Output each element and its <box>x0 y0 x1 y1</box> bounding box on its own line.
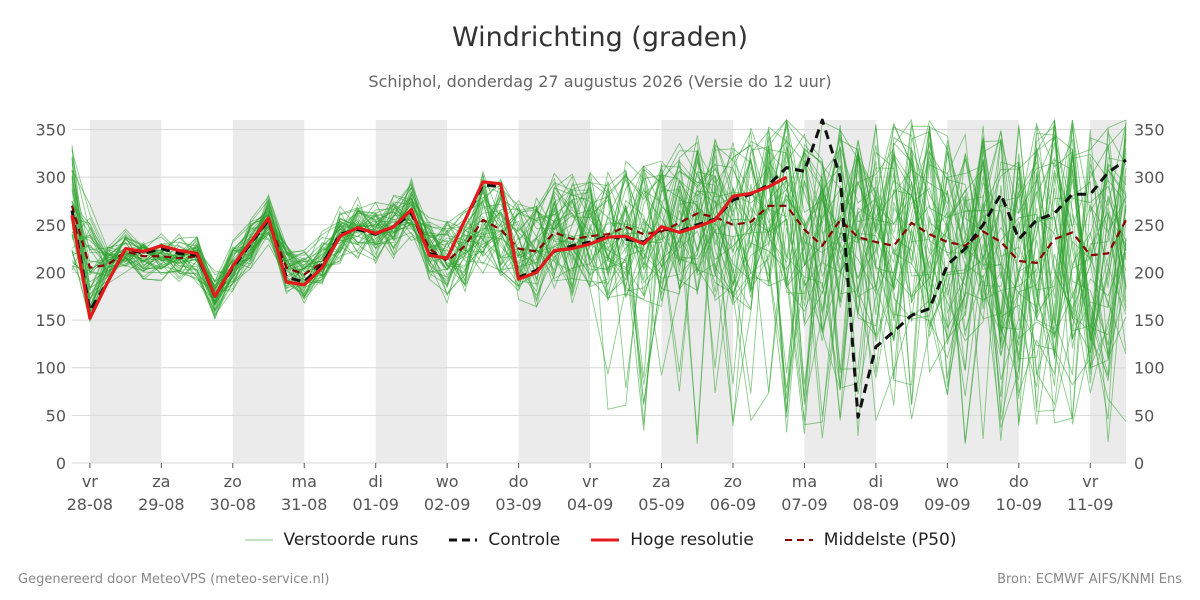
x-tick-dow: za <box>152 472 170 491</box>
y-tick-label-right: 300 <box>1134 168 1165 187</box>
x-tick-dow: do <box>1009 472 1029 491</box>
legend-label-control: Controle <box>488 530 561 550</box>
x-tick-date: 01-09 <box>352 495 399 514</box>
y-tick-label-left: 200 <box>35 263 66 282</box>
y-tick-label-right: 100 <box>1134 359 1165 378</box>
x-tick-dow: zo <box>724 472 742 491</box>
chart-title: Windrichting (graden) <box>451 22 749 53</box>
x-tick-date: 07-09 <box>781 495 828 514</box>
legend-item-high-res: Hoge resolutie <box>590 530 754 550</box>
legend-item-control: Controle <box>448 530 560 550</box>
y-tick-label-right: 250 <box>1134 216 1165 235</box>
x-tick-date: 31-08 <box>281 495 328 514</box>
x-tick-dow: do <box>509 472 529 491</box>
y-tick-label-left: 0 <box>56 454 66 473</box>
perturbed-run-line <box>71 119 1127 394</box>
shaded-band-2 <box>375 120 448 463</box>
footer-source: Bron: ECMWF AIFS/KNMI Ens <box>997 572 1182 587</box>
legend-item-perturbed: Verstoorde runs <box>244 530 419 550</box>
legend: Verstoorde runs Controle Hoge resolutie … <box>0 530 1200 550</box>
legend-swatch-median <box>784 539 813 541</box>
perturbed-run-line <box>71 119 1127 399</box>
perturbed-run-line <box>71 118 1127 417</box>
y-tick-label-right: 350 <box>1134 121 1165 140</box>
x-tick-date: 05-09 <box>638 495 685 514</box>
x-tick-date: 03-09 <box>495 495 542 514</box>
x-tick-dow: za <box>652 472 670 491</box>
perturbed-run-line <box>71 118 1127 389</box>
perturbed-run-line <box>71 123 1127 370</box>
x-axis: vr 28-08 za 29-08 zo 30-08 ma 31-08 di 01-09 wo 02-… <box>67 463 1114 514</box>
y-tick-label-left: 50 <box>46 406 66 425</box>
legend-label-perturbed: Verstoorde runs <box>283 530 419 550</box>
footer-generator: Gegenereerd door MeteoVPS (meteo-service… <box>18 572 330 587</box>
x-tick-dow: ma <box>792 472 817 491</box>
left-y-axis: 0 50 100 150 200 250 300 350 <box>35 121 66 473</box>
legend-swatch-control <box>449 538 478 542</box>
x-tick-dow: vr <box>1082 472 1098 491</box>
y-tick-label-right: 0 <box>1134 454 1144 473</box>
y-tick-label-right: 150 <box>1134 311 1165 330</box>
x-tick-dow: ma <box>292 472 317 491</box>
x-tick-dow: di <box>869 472 884 491</box>
x-tick-date: 11-09 <box>1067 495 1114 514</box>
series-line-hoge-resolutie <box>70 175 788 320</box>
y-tick-label-left: 250 <box>35 216 66 235</box>
perturbed-run-line <box>71 126 1127 412</box>
perturbed-run-line <box>71 120 1127 441</box>
y-tick-label-right: 50 <box>1134 406 1154 425</box>
x-tick-dow: vr <box>82 472 98 491</box>
chart-subtitle: Schiphol, donderdag 27 augustus 2026 (Ve… <box>368 72 832 91</box>
x-tick-dow: wo <box>436 472 459 491</box>
x-tick-date: 08-09 <box>853 495 900 514</box>
perturbed-run-line <box>71 123 1127 406</box>
x-tick-date: 06-09 <box>710 495 757 514</box>
x-tick-date: 09-09 <box>924 495 971 514</box>
perturbed-run-line <box>71 125 1127 439</box>
legend-label-median: Middelste (P50) <box>823 530 957 550</box>
x-tick-dow: zo <box>224 472 242 491</box>
x-tick-dow: di <box>368 472 383 491</box>
main-series <box>70 118 1127 419</box>
y-tick-label-left: 100 <box>35 359 66 378</box>
x-tick-date: 28-08 <box>67 495 114 514</box>
x-tick-dow: vr <box>582 472 598 491</box>
y-tick-label-left: 300 <box>35 168 66 187</box>
x-tick-date: 30-08 <box>210 495 257 514</box>
shaded-band-3 <box>518 120 591 463</box>
x-tick-date: 29-08 <box>138 495 185 514</box>
x-tick-date: 02-09 <box>424 495 471 514</box>
perturbed-run-line <box>71 119 1127 424</box>
x-tick-date: 10-09 <box>996 495 1043 514</box>
legend-swatch-high-res <box>591 538 620 542</box>
y-tick-label-right: 200 <box>1134 263 1165 282</box>
legend-label-high-res: Hoge resolutie <box>630 530 754 550</box>
shaded-band-1 <box>232 120 305 463</box>
y-tick-label-left: 150 <box>35 311 66 330</box>
right-y-axis: 0 50 100 150 200 250 300 350 <box>1134 121 1165 473</box>
x-tick-dow: wo <box>936 472 959 491</box>
y-tick-label-left: 350 <box>35 121 66 140</box>
legend-swatch-perturbed <box>244 539 273 541</box>
x-tick-date: 04-09 <box>567 495 614 514</box>
legend-item-median: Middelste (P50) <box>784 530 957 550</box>
